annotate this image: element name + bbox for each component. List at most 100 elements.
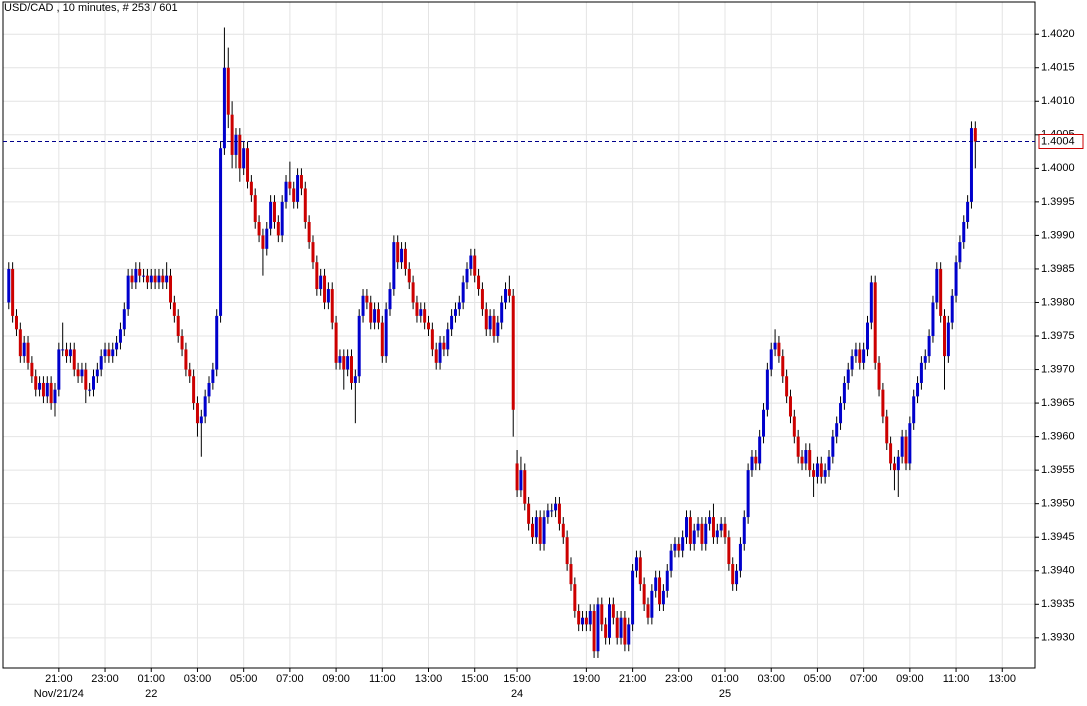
candle-body: [715, 530, 719, 538]
candle-body: [338, 356, 342, 363]
candle-body: [403, 248, 407, 269]
candle-body: [14, 315, 18, 330]
candle-body: [765, 369, 769, 410]
x-tick-label: 15:00: [503, 673, 531, 685]
candle-body: [619, 617, 623, 638]
candle-body: [646, 604, 650, 618]
candle-body: [615, 617, 619, 638]
y-tick-label: 1.3995: [1041, 196, 1075, 208]
candle-body: [854, 349, 858, 357]
y-tick-label: 1.3935: [1041, 598, 1075, 610]
x-tick-label: 07:00: [276, 673, 304, 685]
x-tick-label: 01:00: [137, 673, 165, 685]
candle-body: [731, 564, 735, 585]
candle-body: [850, 356, 854, 370]
candle-body: [430, 329, 434, 350]
candle-body: [781, 356, 785, 377]
candle-body: [427, 322, 431, 330]
candle-body: [342, 356, 346, 370]
grid: [3, 2, 1035, 668]
candle-body: [180, 336, 184, 350]
candle-body: [746, 470, 750, 518]
candle-body: [831, 436, 835, 457]
candle-body: [877, 362, 881, 390]
candle-body: [280, 201, 284, 236]
candle-body: [642, 584, 646, 605]
candle-body: [607, 604, 611, 638]
candle-body: [145, 275, 149, 283]
x-tick-label: 13:00: [989, 673, 1017, 685]
candle-body: [885, 416, 889, 444]
y-tick-label: 1.3950: [1041, 498, 1075, 510]
candle-body: [711, 517, 715, 538]
candle-body: [299, 175, 303, 189]
candle-body: [969, 128, 973, 202]
candle-body: [846, 369, 850, 383]
candle-body: [596, 604, 600, 652]
candle-body: [962, 221, 966, 243]
candle-body: [242, 148, 246, 169]
candle-body: [804, 450, 808, 464]
candle-body: [353, 376, 357, 383]
candle-body: [157, 275, 161, 283]
candle-body: [835, 423, 839, 437]
candle-body: [384, 309, 388, 357]
candle-body: [815, 463, 819, 477]
candle-body: [823, 470, 827, 477]
candle-body: [457, 302, 461, 310]
candle-body: [396, 242, 400, 263]
candle-body: [91, 376, 95, 390]
candle-body: [288, 181, 292, 189]
candle-body: [365, 295, 369, 303]
candle-body: [862, 349, 866, 363]
candle-body: [111, 349, 115, 357]
candle-body: [916, 382, 920, 397]
candle-body: [165, 275, 169, 283]
candle-body: [30, 362, 34, 377]
candle-body: [496, 322, 500, 337]
candle-body: [758, 436, 762, 464]
y-tick-label: 1.3955: [1041, 464, 1075, 476]
candle-body: [688, 517, 692, 544]
candle-body: [22, 342, 26, 357]
candle-body: [588, 610, 592, 625]
candle-body: [234, 134, 238, 155]
candle-body: [68, 349, 72, 357]
candle-body: [373, 309, 377, 323]
candle-body: [461, 282, 465, 303]
candle-body: [126, 275, 130, 310]
candle-body: [222, 67, 226, 149]
candle-body: [199, 416, 203, 424]
candle-body: [708, 517, 712, 524]
candle-body: [723, 523, 727, 538]
candle-body: [785, 376, 789, 397]
candle-body: [80, 369, 84, 377]
candle-body: [673, 543, 677, 551]
candle-body: [411, 282, 415, 303]
candle-body: [738, 543, 742, 571]
chart-title: USD/CAD , 10 minutes, # 253 / 601: [4, 2, 178, 14]
candle-body: [546, 510, 550, 518]
candle-body: [392, 242, 396, 290]
candle-body: [581, 617, 585, 625]
candle-body: [65, 349, 69, 357]
y-tick-label: 1.3965: [1041, 397, 1075, 409]
candle-body: [330, 289, 334, 323]
candle-body: [669, 550, 673, 571]
candle-body: [303, 188, 307, 222]
candle-body: [307, 221, 311, 243]
y-tick-label: 1.3945: [1041, 531, 1075, 543]
candle-body: [492, 315, 496, 337]
candle-body: [238, 134, 242, 169]
candle-body: [889, 443, 893, 464]
candle-body: [388, 289, 392, 310]
x-tick-label: 05:00: [804, 673, 832, 685]
candle-body: [61, 349, 65, 351]
x-tick-label: 19:00: [573, 673, 601, 685]
candle-body: [323, 275, 327, 303]
candle-body: [99, 356, 103, 370]
candle-body: [195, 403, 199, 424]
x-tick-label: 01:00: [711, 673, 739, 685]
candle-body: [550, 510, 554, 512]
candle-body: [450, 315, 454, 330]
